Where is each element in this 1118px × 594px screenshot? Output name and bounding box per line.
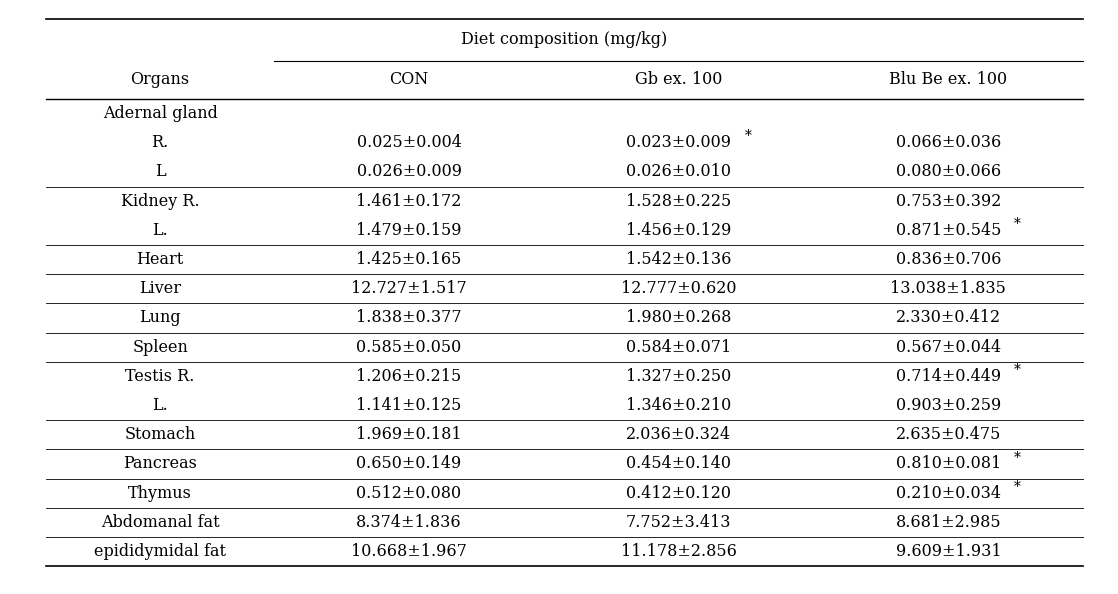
Text: 8.681±2.985: 8.681±2.985 bbox=[896, 514, 1001, 531]
Text: 1.346±0.210: 1.346±0.210 bbox=[626, 397, 731, 414]
Text: 12.727±1.517: 12.727±1.517 bbox=[351, 280, 467, 297]
Text: 0.080±0.066: 0.080±0.066 bbox=[896, 163, 1001, 181]
Text: R.: R. bbox=[151, 134, 169, 151]
Text: Testis R.: Testis R. bbox=[125, 368, 195, 385]
Text: 0.026±0.009: 0.026±0.009 bbox=[357, 163, 462, 181]
Text: 0.025±0.004: 0.025±0.004 bbox=[357, 134, 462, 151]
Text: 1.479±0.159: 1.479±0.159 bbox=[357, 222, 462, 239]
Text: 0.753±0.392: 0.753±0.392 bbox=[896, 192, 1001, 210]
Text: 0.836±0.706: 0.836±0.706 bbox=[896, 251, 1001, 268]
Text: 1.425±0.165: 1.425±0.165 bbox=[357, 251, 462, 268]
Text: L: L bbox=[154, 163, 165, 181]
Text: 0.454±0.140: 0.454±0.140 bbox=[626, 456, 731, 472]
Text: 0.810±0.081: 0.810±0.081 bbox=[896, 456, 1001, 472]
Text: Blu Be ex. 100: Blu Be ex. 100 bbox=[889, 71, 1007, 89]
Text: 0.903±0.259: 0.903±0.259 bbox=[896, 397, 1001, 414]
Text: 10.668±1.967: 10.668±1.967 bbox=[351, 543, 467, 560]
Text: 0.210±0.034: 0.210±0.034 bbox=[896, 485, 1001, 502]
Text: 1.461±0.172: 1.461±0.172 bbox=[357, 192, 462, 210]
Text: 1.206±0.215: 1.206±0.215 bbox=[357, 368, 462, 385]
Text: 0.584±0.071: 0.584±0.071 bbox=[626, 339, 731, 356]
Text: L.: L. bbox=[152, 222, 168, 239]
Text: *: * bbox=[1014, 363, 1021, 377]
Text: Liver: Liver bbox=[139, 280, 181, 297]
Text: 0.650±0.149: 0.650±0.149 bbox=[357, 456, 462, 472]
Text: 1.528±0.225: 1.528±0.225 bbox=[626, 192, 731, 210]
Text: Diet composition (mg/kg): Diet composition (mg/kg) bbox=[462, 31, 667, 48]
Text: 0.714±0.449: 0.714±0.449 bbox=[896, 368, 1001, 385]
Text: Kidney R.: Kidney R. bbox=[121, 192, 199, 210]
Text: *: * bbox=[1014, 217, 1021, 231]
Text: epididymidal fat: epididymidal fat bbox=[94, 543, 226, 560]
Text: Organs: Organs bbox=[131, 71, 190, 89]
Text: 11.178±2.856: 11.178±2.856 bbox=[620, 543, 737, 560]
Text: 7.752±3.413: 7.752±3.413 bbox=[626, 514, 731, 531]
Text: 0.585±0.050: 0.585±0.050 bbox=[357, 339, 462, 356]
Text: 0.066±0.036: 0.066±0.036 bbox=[896, 134, 1001, 151]
Text: 2.330±0.412: 2.330±0.412 bbox=[896, 309, 1001, 327]
Text: CON: CON bbox=[389, 71, 428, 89]
Text: *: * bbox=[745, 129, 751, 143]
Text: Adernal gland: Adernal gland bbox=[103, 105, 218, 122]
Text: 0.567±0.044: 0.567±0.044 bbox=[896, 339, 1001, 356]
Text: 1.327±0.250: 1.327±0.250 bbox=[626, 368, 731, 385]
Text: Stomach: Stomach bbox=[124, 426, 196, 443]
Text: 2.635±0.475: 2.635±0.475 bbox=[896, 426, 1001, 443]
Text: 8.374±1.836: 8.374±1.836 bbox=[357, 514, 462, 531]
Text: Spleen: Spleen bbox=[132, 339, 188, 356]
Text: 1.969±0.181: 1.969±0.181 bbox=[357, 426, 462, 443]
Text: 0.026±0.010: 0.026±0.010 bbox=[626, 163, 731, 181]
Text: Heart: Heart bbox=[136, 251, 183, 268]
Text: 0.871±0.545: 0.871±0.545 bbox=[896, 222, 1001, 239]
Text: 1.141±0.125: 1.141±0.125 bbox=[357, 397, 462, 414]
Text: 0.512±0.080: 0.512±0.080 bbox=[357, 485, 462, 502]
Text: 12.777±0.620: 12.777±0.620 bbox=[620, 280, 737, 297]
Text: 1.980±0.268: 1.980±0.268 bbox=[626, 309, 731, 327]
Text: *: * bbox=[1014, 480, 1021, 494]
Text: Lung: Lung bbox=[140, 309, 181, 327]
Text: Pancreas: Pancreas bbox=[123, 456, 197, 472]
Text: 1.542±0.136: 1.542±0.136 bbox=[626, 251, 731, 268]
Text: 2.036±0.324: 2.036±0.324 bbox=[626, 426, 731, 443]
Text: 1.456±0.129: 1.456±0.129 bbox=[626, 222, 731, 239]
Text: 9.609±1.931: 9.609±1.931 bbox=[896, 543, 1001, 560]
Text: Thymus: Thymus bbox=[129, 485, 192, 502]
Text: 0.412±0.120: 0.412±0.120 bbox=[626, 485, 731, 502]
Text: L.: L. bbox=[152, 397, 168, 414]
Text: 13.038±1.835: 13.038±1.835 bbox=[890, 280, 1006, 297]
Text: 1.838±0.377: 1.838±0.377 bbox=[357, 309, 462, 327]
Text: 0.023±0.009: 0.023±0.009 bbox=[626, 134, 731, 151]
Text: Abdomanal fat: Abdomanal fat bbox=[101, 514, 219, 531]
Text: Gb ex. 100: Gb ex. 100 bbox=[635, 71, 722, 89]
Text: *: * bbox=[1014, 451, 1021, 465]
